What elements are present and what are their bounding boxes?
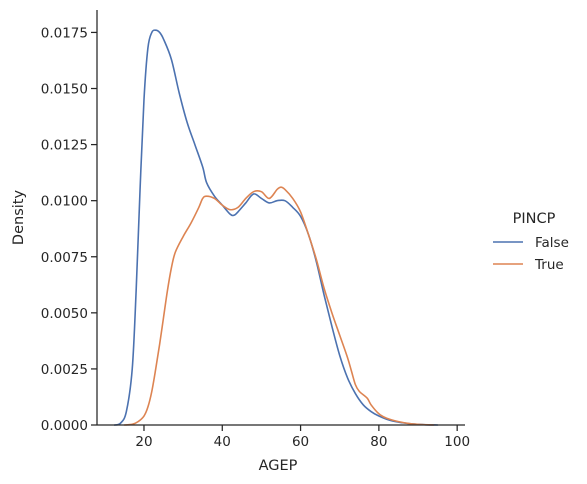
x-tick-label: 80 bbox=[370, 434, 387, 450]
y-axis-label: Density bbox=[11, 190, 27, 246]
legend-label-true: True bbox=[534, 257, 564, 273]
y-tick-label: 0.0075 bbox=[41, 250, 88, 266]
x-tick-label: 40 bbox=[214, 434, 231, 450]
series-line-false bbox=[113, 29, 439, 426]
legend-title: PINCP bbox=[513, 211, 556, 227]
x-axis-ticks: 20 40 60 80 100 bbox=[135, 425, 470, 450]
y-tick-label: 0.0150 bbox=[41, 82, 88, 98]
y-tick-label: 0.0100 bbox=[41, 194, 88, 210]
y-tick-label: 0.0125 bbox=[41, 138, 88, 154]
legend: PINCP False True bbox=[493, 211, 569, 273]
x-axis-label: AGEP bbox=[259, 458, 298, 474]
legend-items: False True bbox=[493, 235, 569, 273]
y-tick-label: 0.0025 bbox=[41, 362, 88, 378]
y-tick-label: 0.0000 bbox=[41, 418, 88, 434]
y-axis-ticks: 0.0000 0.0025 0.0050 0.0075 0.0100 0.0125 0.01… bbox=[41, 25, 97, 434]
x-tick-label: 100 bbox=[444, 434, 470, 450]
legend-label-false: False bbox=[535, 235, 569, 251]
plot-area bbox=[113, 29, 439, 426]
y-tick-label: 0.0175 bbox=[41, 25, 88, 41]
series-line-true bbox=[123, 186, 435, 426]
x-tick-label: 60 bbox=[292, 434, 309, 450]
x-tick-label: 20 bbox=[135, 434, 152, 450]
y-tick-label: 0.0050 bbox=[41, 306, 88, 322]
